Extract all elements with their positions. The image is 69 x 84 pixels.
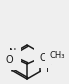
Text: CH₃: CH₃ (49, 50, 65, 59)
Text: Cl: Cl (48, 49, 57, 59)
Text: O: O (5, 55, 13, 65)
Text: F: F (46, 65, 51, 75)
Text: O: O (39, 53, 47, 63)
Text: N: N (9, 48, 16, 58)
